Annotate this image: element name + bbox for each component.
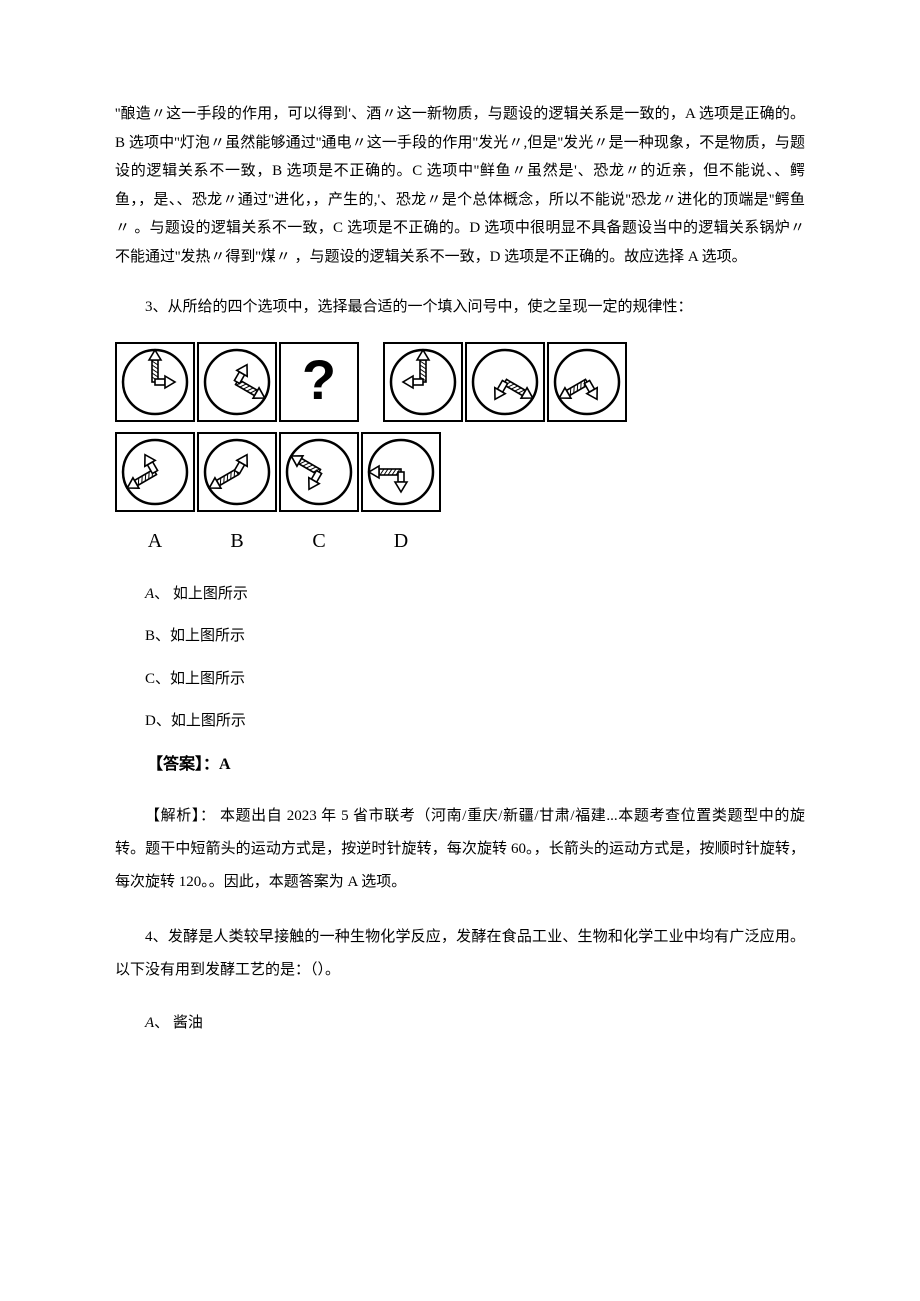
option-letter: D xyxy=(145,713,156,729)
figure-option-label: D xyxy=(361,522,441,560)
q3-option-a: A、 如上图所示 xyxy=(115,580,805,609)
figure-cell xyxy=(361,432,441,512)
option-text: 、如上图所示 xyxy=(155,628,245,644)
figure-cell xyxy=(465,342,545,422)
figure-cell xyxy=(279,432,359,512)
q3-option-d: D、如上图所示 xyxy=(115,707,805,736)
q3-prompt: 3、从所给的四个选项中，选择最合适的一个填入问号中，使之呈现一定的规律性： xyxy=(115,293,805,322)
q3-option-c: C、如上图所示 xyxy=(115,665,805,694)
answer-label: 【答案】： xyxy=(147,756,219,773)
q3-answer: 【答案】：A xyxy=(115,750,805,780)
answer-value: A xyxy=(219,756,231,773)
figure-option-label: C xyxy=(279,522,359,560)
figure-option-label: A xyxy=(115,522,195,560)
figure-row-1: ? xyxy=(115,342,805,422)
q4-prompt: 4、发酵是人类较早接触的一种生物化学反应，发酵在食品工业、生物和化学工业中均有广… xyxy=(115,921,805,987)
q3-analysis: 【解析】： 本题出自 2023 年 5 省市联考（河南/重庆/新疆/甘肃/福建.… xyxy=(115,800,805,899)
option-letter: A xyxy=(145,1015,154,1031)
q4-option-a: A、 酱油 xyxy=(115,1009,805,1038)
q3-figure: ? ABCD xyxy=(115,342,805,560)
explanation-paragraph: ''酿造〃这一手段的作用，可以得到'、酒〃这一新物质，与题设的逻辑关系是一致的，… xyxy=(115,100,805,271)
option-text: 、如上图所示 xyxy=(155,671,245,687)
q3-option-b: B、如上图所示 xyxy=(115,622,805,651)
svg-text:?: ? xyxy=(302,348,336,411)
option-letter: C xyxy=(145,671,155,687)
figure-cell xyxy=(547,342,627,422)
figure-cell: ? xyxy=(279,342,359,422)
figure-cell xyxy=(115,342,195,422)
figure-row-2 xyxy=(115,432,805,512)
option-letter: B xyxy=(145,628,155,644)
figure-cell xyxy=(383,342,463,422)
figure-option-label: B xyxy=(197,522,277,560)
option-letter: A xyxy=(145,586,154,602)
figure-cell xyxy=(197,342,277,422)
figure-cell xyxy=(115,432,195,512)
option-text: 、如上图所示 xyxy=(156,713,246,729)
figure-cell xyxy=(197,432,277,512)
option-text: 、 如上图所示 xyxy=(154,586,248,602)
option-text: 、 酱油 xyxy=(154,1015,203,1031)
figure-option-labels: ABCD xyxy=(115,522,805,560)
